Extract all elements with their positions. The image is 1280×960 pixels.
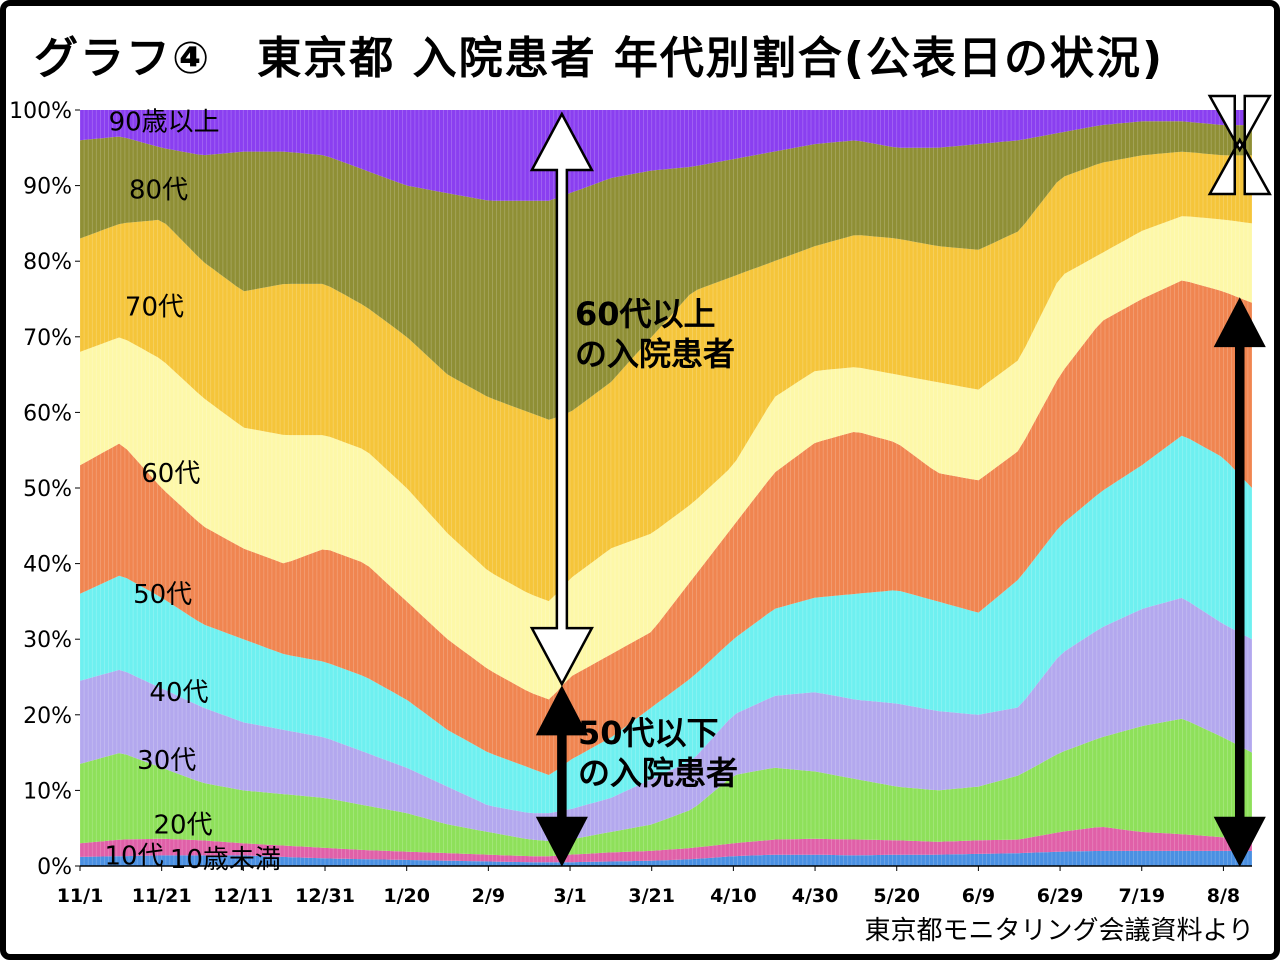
annotation-text: 50代以下 xyxy=(578,714,719,752)
series-label: 10代 xyxy=(105,841,164,871)
area-40代 xyxy=(80,435,1252,814)
x-tick-label: 2/9 xyxy=(472,885,505,907)
y-tick-label: 70% xyxy=(23,326,72,351)
series-label: 30代 xyxy=(137,746,196,776)
y-tick-label: 100% xyxy=(9,99,72,124)
y-tick-label: 0% xyxy=(37,855,72,880)
x-tick-label: 5/20 xyxy=(873,885,920,907)
area-20代 xyxy=(80,718,1252,857)
y-tick-label: 90% xyxy=(23,175,72,200)
x-tick-label: 1/20 xyxy=(383,885,430,907)
annotation-arrows xyxy=(529,94,1272,867)
y-tick-label: 10% xyxy=(23,779,72,804)
x-tick-label: 4/10 xyxy=(710,885,757,907)
y-tick-label: 60% xyxy=(23,401,72,426)
source-note: 東京都モニタリング会議資料より xyxy=(864,916,1254,946)
x-tick-label: 11/1 xyxy=(57,885,104,907)
series-label: 80代 xyxy=(129,175,188,205)
x-tick-label: 6/29 xyxy=(1037,885,1084,907)
arrow-50-below-right xyxy=(1213,297,1266,867)
annotation-text: の入院患者 xyxy=(578,754,738,792)
area-30代 xyxy=(80,597,1252,841)
chart-title: グラフ④ 東京都 入院患者 年代別割合(公表日の状況) xyxy=(34,33,1165,84)
annotation-text: 60代以上 xyxy=(575,295,716,333)
y-tick-label: 30% xyxy=(23,628,72,653)
x-tick-label: 4/30 xyxy=(792,885,839,907)
x-tick-label: 7/19 xyxy=(1118,885,1165,907)
x-tick-label: 12/11 xyxy=(213,885,273,907)
arrow-50-below xyxy=(535,685,588,867)
area-10歳未満 xyxy=(80,850,1252,866)
axes: 0% 10% 20% 30% 40% 50% 60% 70% 80% 90% 100% 11/1 11/… xyxy=(9,99,1252,907)
y-tick-label: 80% xyxy=(23,250,72,275)
data-areas xyxy=(79,110,1253,866)
x-tick-label: 11/21 xyxy=(132,885,192,907)
y-tick-label: 40% xyxy=(23,553,72,578)
arrow-60-plus xyxy=(529,111,594,687)
x-tick-label: 8/8 xyxy=(1207,885,1240,907)
series-label: 70代 xyxy=(125,293,184,323)
area-10代 xyxy=(80,827,1252,863)
series-label: 40代 xyxy=(149,678,208,708)
area-50代 xyxy=(80,280,1252,775)
series-label: 60代 xyxy=(141,459,200,489)
arrow-60-plus-right xyxy=(1207,94,1272,196)
x-tick-label: 3/1 xyxy=(553,885,586,907)
series-label: 90歳以上 xyxy=(109,107,220,137)
series-label: 50代 xyxy=(133,580,192,610)
area-70代 xyxy=(80,151,1252,602)
area-60代 xyxy=(80,216,1252,700)
series-label: 20代 xyxy=(154,810,213,840)
area-90歳以上 xyxy=(80,110,1252,201)
x-tick-label: 12/31 xyxy=(295,885,355,907)
annotation-text: の入院患者 xyxy=(575,335,735,373)
x-tick-label: 6/9 xyxy=(962,885,995,907)
series-label: 10歳未満 xyxy=(170,845,281,875)
area-80代 xyxy=(80,121,1252,420)
y-tick-label: 50% xyxy=(23,477,72,502)
daily-bar-stripes xyxy=(79,110,1253,866)
x-tick-label: 3/21 xyxy=(628,885,675,907)
y-tick-label: 20% xyxy=(23,704,72,729)
